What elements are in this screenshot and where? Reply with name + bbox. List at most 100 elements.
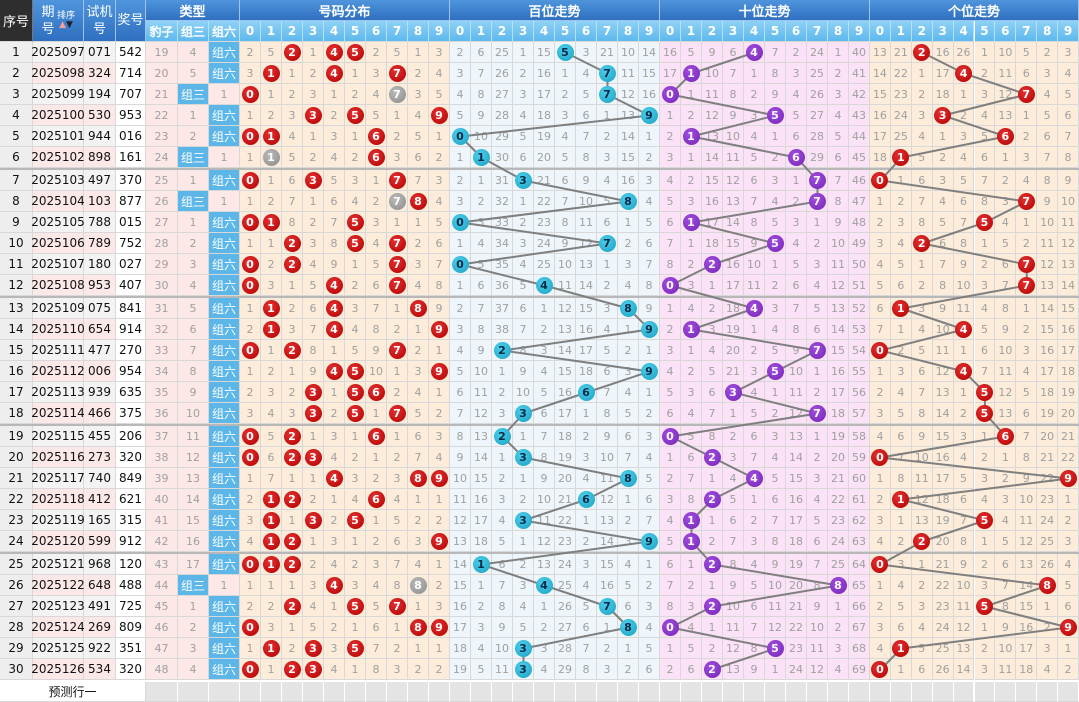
predict-cell[interactable] (555, 682, 576, 702)
row-hundreds-cell: 3 (555, 105, 576, 126)
predict-cell[interactable] (849, 682, 870, 702)
predict-cell[interactable] (387, 682, 408, 702)
predict-cell[interactable] (974, 682, 996, 702)
row-dist-cell: 0 (240, 212, 261, 233)
row-tens-cell: 16 (786, 489, 807, 510)
row-leopard-omission: 48 (146, 659, 178, 680)
predict-cell[interactable] (932, 682, 954, 702)
predict-cell[interactable] (534, 682, 555, 702)
predict-cell[interactable] (240, 682, 261, 702)
predict-cell[interactable] (702, 682, 723, 702)
row-tens-cell: 2 (681, 170, 702, 191)
predict-cell[interactable] (303, 682, 324, 702)
predict-cell[interactable] (807, 682, 828, 702)
row-units-cell: 24 (890, 105, 912, 126)
predict-cell[interactable] (471, 682, 492, 702)
row-hundreds-cell: 3 (576, 42, 597, 63)
row-units-cell: 23 (1037, 489, 1059, 510)
tens-ball: 5 (766, 234, 784, 252)
predict-cell[interactable] (146, 682, 178, 702)
predict-cell[interactable] (345, 682, 366, 702)
predict-cell[interactable] (723, 682, 744, 702)
predict-cell[interactable] (513, 682, 534, 702)
row-tens-cell: 7 (765, 42, 786, 63)
predict-cell[interactable] (178, 682, 209, 702)
distribution-ball: 7 (388, 64, 406, 82)
row-units-cell: 5 (974, 510, 996, 531)
row-leopard-omission: 30 (146, 275, 178, 296)
row-tens-cell: 20 (828, 447, 849, 468)
row-dist-cell: 2 (366, 191, 387, 212)
predict-cell[interactable] (1016, 682, 1038, 702)
predict-cell[interactable] (681, 682, 702, 702)
predict-cell[interactable] (765, 682, 786, 702)
predict-cell[interactable] (282, 682, 303, 702)
predict-cell[interactable] (639, 682, 660, 702)
header-period-sort[interactable]: 期号 排序 ▲▼ (33, 0, 84, 42)
row-hundreds-cell: 1 (618, 638, 639, 659)
predict-cell[interactable] (261, 682, 282, 702)
predict-cell[interactable] (786, 682, 807, 702)
row-tens-cell: 7 (828, 170, 849, 191)
row-dist-cell: 2 (303, 489, 324, 510)
row-hundreds-cell: 6 (576, 489, 597, 510)
distribution-ball: 2 (283, 341, 301, 359)
row-prize-number: 375 (116, 403, 146, 424)
row-zuliu: 组六 (209, 63, 240, 84)
row-tens-cell: 5 (681, 426, 702, 447)
row-zusan: 5 (178, 298, 209, 319)
row-units-cell: 11 (995, 63, 1017, 84)
predict-cell[interactable] (492, 682, 513, 702)
row-units-cell: 6 (911, 361, 933, 382)
hundreds-ball: 1 (472, 148, 490, 166)
predict-cell[interactable] (429, 682, 450, 702)
predict-cell[interactable] (408, 682, 429, 702)
predict-cell[interactable] (744, 682, 765, 702)
row-tens-cell: 4 (723, 468, 744, 489)
row-units-cell: 1 (870, 468, 891, 489)
units-ball: 5 (975, 213, 993, 231)
row-tens-cell: 1 (702, 575, 723, 596)
predict-cell[interactable] (366, 682, 387, 702)
row-tens-cell: 7 (681, 468, 702, 489)
row-dist-cell: 2 (408, 510, 429, 531)
predict-cell[interactable] (450, 682, 471, 702)
row-prize-number: 841 (116, 298, 146, 319)
group-separator (0, 424, 1079, 426)
row-hundreds-cell: 12 (471, 403, 492, 424)
row-dist-cell: 9 (429, 298, 450, 319)
predict-cell[interactable] (209, 682, 240, 702)
predict-cell[interactable] (618, 682, 639, 702)
row-dist-cell: 2 (261, 254, 282, 275)
header-units-digit: 0 (870, 21, 891, 42)
header-tens-digit: 8 (828, 21, 849, 42)
predict-cell[interactable] (995, 682, 1017, 702)
distribution-ball: 7 (388, 171, 406, 189)
predict-cell[interactable] (953, 682, 975, 702)
distribution-ball: 1 (262, 511, 280, 529)
row-zuliu: 组六 (209, 510, 240, 531)
predict-cell[interactable] (828, 682, 849, 702)
predict-cell[interactable] (597, 682, 618, 702)
row-units-cell: 7 (953, 510, 975, 531)
row-tens-cell: 15 (702, 170, 723, 191)
predict-cell[interactable] (324, 682, 345, 702)
predict-cell[interactable] (576, 682, 597, 702)
row-tens-cell: 0 (660, 84, 681, 105)
sort-arrows-icon[interactable]: ▲▼ (59, 20, 73, 30)
predict-cell[interactable] (890, 682, 912, 702)
sort-label[interactable]: 排序 (56, 11, 75, 21)
predict-cell[interactable] (1037, 682, 1059, 702)
predict-cell[interactable] (911, 682, 933, 702)
row-hundreds-cell: 4 (639, 447, 660, 468)
row-units-cell: 24 (932, 617, 954, 638)
row-hundreds-cell: 29 (555, 659, 576, 680)
row-dist-cell: 1 (282, 361, 303, 382)
row-tens-cell: 6 (702, 382, 723, 403)
row-units-cell: 9 (932, 298, 954, 319)
predict-cell[interactable] (870, 682, 891, 702)
predict-cell[interactable] (1058, 682, 1079, 702)
row-dist-cell: 1 (303, 126, 324, 147)
predict-cell[interactable] (660, 682, 681, 702)
row-hundreds-cell: 5 (597, 340, 618, 361)
